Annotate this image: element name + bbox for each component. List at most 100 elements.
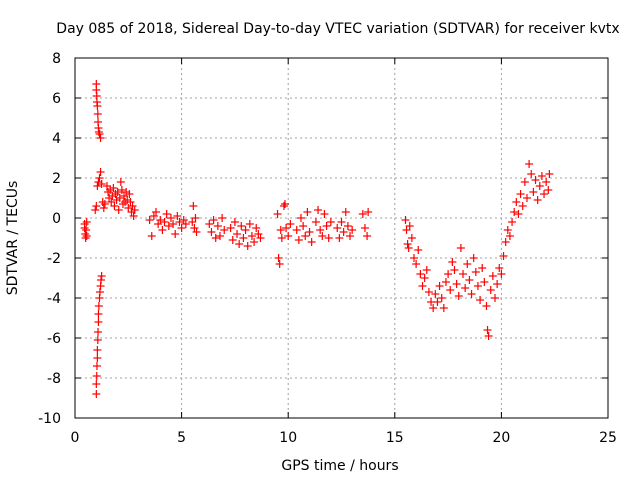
data-point (418, 282, 427, 290)
data-point (341, 208, 350, 216)
data-point (339, 228, 348, 236)
data-point (296, 214, 305, 222)
data-point (456, 244, 465, 252)
data-point (92, 362, 101, 370)
chart-title: Day 085 of 2018, Sidereal Day-to-day VTE… (56, 21, 619, 37)
data-point (276, 226, 285, 234)
data-point (514, 210, 523, 218)
x-tick-label: 5 (177, 430, 186, 446)
data-point (544, 186, 553, 194)
data-point (93, 354, 102, 362)
data-point (540, 190, 549, 198)
data-point (493, 280, 502, 288)
data-point (95, 174, 104, 182)
data-point (154, 220, 163, 228)
data-point (281, 200, 290, 208)
data-point (209, 216, 218, 224)
data-point (275, 260, 284, 268)
data-point (473, 282, 482, 290)
data-point (441, 278, 450, 286)
data-point (495, 264, 504, 272)
data-point (333, 224, 342, 232)
y-tick-label: 8 (52, 51, 61, 67)
data-point (164, 222, 173, 230)
data-point (93, 102, 102, 110)
data-point (97, 180, 106, 188)
x-tick-labels: 0 5 10 15 20 25 (71, 430, 617, 446)
data-point (97, 276, 106, 284)
data-point (80, 224, 89, 232)
data-point (115, 194, 124, 202)
data-point (235, 240, 244, 248)
data-point (303, 208, 312, 216)
data-point (207, 228, 216, 236)
data-point (294, 236, 303, 244)
data-point (337, 218, 346, 226)
data-point (478, 264, 487, 272)
plot-frame (74, 57, 609, 419)
data-point (324, 234, 333, 242)
x-axis-label: GPS time / hours (281, 458, 398, 474)
y-tick-label: -2 (47, 251, 61, 267)
data-point (431, 290, 440, 298)
data-point (360, 224, 369, 232)
data-point (516, 190, 525, 198)
data-point (488, 272, 497, 280)
data-point (233, 230, 242, 238)
data-point (245, 220, 254, 228)
data-point (117, 186, 126, 194)
data-point (469, 254, 478, 262)
data-point (454, 292, 463, 300)
data-point (82, 232, 91, 240)
data-point (93, 336, 102, 344)
data-point (535, 182, 544, 190)
data-point (437, 294, 446, 302)
data-point (446, 286, 455, 294)
data-point (228, 236, 237, 244)
data-point (95, 288, 104, 296)
data-point (91, 206, 100, 214)
data-point (166, 214, 175, 222)
data-point (171, 230, 180, 238)
data-point (160, 218, 169, 226)
data-point (461, 284, 470, 292)
data-point (277, 234, 286, 242)
data-point (237, 222, 246, 230)
data-point (429, 304, 438, 312)
data-point (284, 232, 293, 240)
data-point (420, 274, 429, 282)
data-point (191, 214, 200, 222)
data-point (169, 220, 178, 228)
data-point (94, 310, 103, 318)
data-point (213, 222, 222, 230)
data-point (537, 172, 546, 180)
data-point (181, 220, 190, 228)
data-point (483, 326, 492, 334)
data-point (145, 216, 154, 224)
data-point (241, 226, 250, 234)
data-point (435, 282, 444, 290)
data-point (545, 170, 554, 178)
data-point (510, 208, 519, 216)
data-point (147, 232, 156, 240)
data-point (311, 218, 320, 226)
data-point (422, 266, 431, 274)
data-point (459, 270, 468, 278)
data-point (499, 252, 508, 260)
data-point (520, 178, 529, 186)
data-point (343, 222, 352, 230)
data-point (109, 184, 118, 192)
data-point (448, 258, 457, 266)
data-point (205, 220, 214, 228)
data-point (335, 234, 344, 242)
data-point (414, 246, 423, 254)
data-point (226, 224, 235, 232)
data-point (522, 194, 531, 202)
data-point (190, 224, 199, 232)
data-point (230, 218, 239, 226)
data-point (416, 270, 425, 278)
data-point (93, 346, 102, 354)
data-point (403, 240, 412, 248)
data-point (286, 220, 295, 228)
data-point (525, 160, 534, 168)
